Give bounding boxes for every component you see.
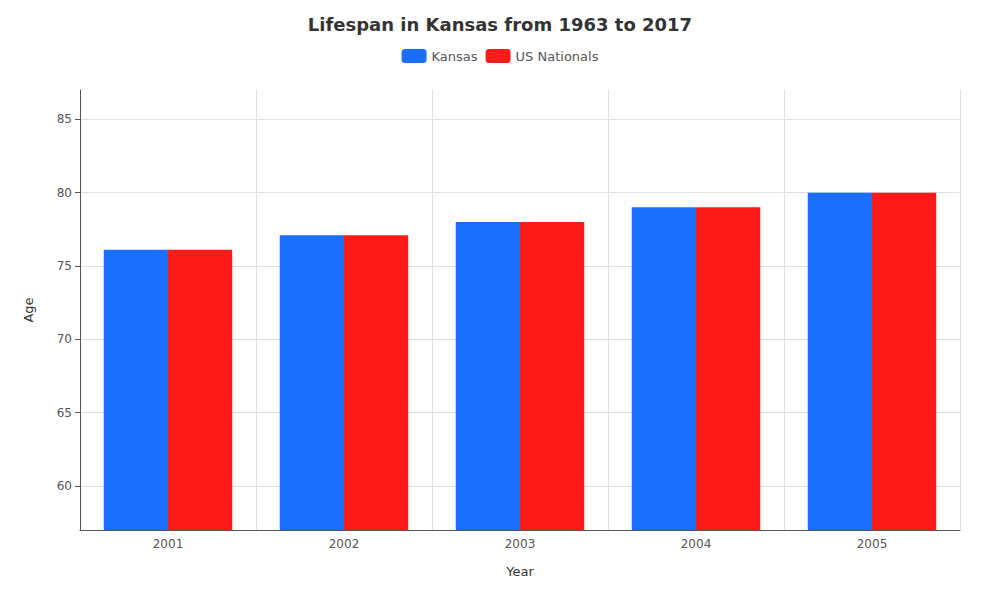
svg-text:2003: 2003 — [505, 537, 536, 551]
svg-text:70: 70 — [57, 332, 72, 346]
svg-text:75: 75 — [57, 259, 72, 273]
svg-text:Year: Year — [505, 564, 534, 579]
svg-text:Lifespan in Kansas from 1963 t: Lifespan in Kansas from 1963 to 2017 — [308, 14, 692, 35]
svg-text:2005: 2005 — [857, 537, 888, 551]
svg-text:80: 80 — [57, 186, 72, 200]
svg-text:2002: 2002 — [329, 537, 360, 551]
svg-text:2004: 2004 — [681, 537, 712, 551]
svg-text:Age: Age — [21, 297, 36, 322]
svg-text:2001: 2001 — [153, 537, 184, 551]
svg-text:60: 60 — [57, 479, 72, 493]
svg-text:US Nationals: US Nationals — [516, 49, 599, 64]
svg-text:85: 85 — [57, 112, 72, 126]
svg-text:65: 65 — [57, 406, 72, 420]
svg-text:Kansas: Kansas — [432, 49, 478, 64]
